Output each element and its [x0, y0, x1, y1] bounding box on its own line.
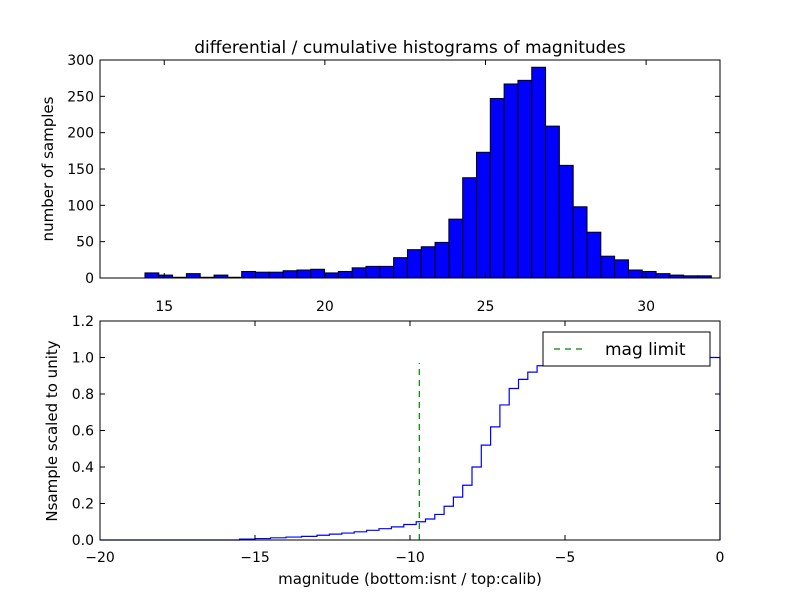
- histogram-y-axis-label: number of samples: [39, 96, 57, 241]
- y-tick-label: 50: [76, 235, 94, 251]
- histogram-panel: differential / cumulative histograms of …: [39, 38, 721, 315]
- histogram-bar: [517, 79, 533, 279]
- histogram-bar: [351, 267, 367, 279]
- y-tick-label: 0.0: [72, 533, 94, 549]
- cumulative-y-axis-label: Nsample scaled to unity: [43, 340, 61, 521]
- x-tick-label: 0: [716, 550, 725, 566]
- histogram-bar: [558, 164, 574, 279]
- y-tick-label: 150: [67, 162, 94, 178]
- histogram-bar: [379, 265, 395, 279]
- histogram-bar: [655, 273, 671, 279]
- histogram-y-ticks: 0 50 100 150 200 250 300: [67, 53, 720, 287]
- histogram-bar: [434, 241, 450, 279]
- histogram-bar: [144, 272, 160, 279]
- legend: mag limit: [542, 331, 711, 367]
- histogram-bar: [475, 151, 491, 279]
- histogram-bar: [641, 270, 657, 279]
- y-tick-label: 200: [67, 126, 94, 142]
- histogram-bar: [600, 255, 616, 279]
- histogram-bar: [365, 265, 381, 279]
- histogram-x-ticks: 15 20 25 30: [155, 60, 655, 315]
- x-tick-label: 15: [155, 299, 173, 315]
- histogram-bar: [282, 270, 298, 279]
- histogram-bar: [448, 218, 464, 279]
- x-tick-label: 20: [316, 299, 334, 315]
- histogram-bar: [586, 231, 602, 279]
- y-tick-label: 0: [85, 271, 94, 287]
- chart-title: differential / cumulative histograms of …: [194, 38, 626, 58]
- histogram-bar: [489, 98, 505, 279]
- legend-mag-limit-label: mag limit: [605, 340, 686, 360]
- cumulative-panel: 0.0 0.2 0.4 0.6 0.8 1.0 1.2 −20 −15 −10 −5 0 Nsamp…: [43, 314, 724, 588]
- histogram-bar: [324, 272, 339, 279]
- x-tick-label: −10: [395, 550, 425, 566]
- y-tick-label: 0.4: [72, 460, 94, 476]
- histogram-bar: [185, 273, 201, 279]
- y-tick-label: 1.0: [72, 351, 94, 367]
- y-tick-label: 300: [67, 53, 94, 69]
- histogram-bar: [545, 125, 560, 279]
- y-tick-label: 100: [67, 198, 94, 214]
- histogram-bar: [310, 268, 326, 279]
- histogram-bar: [241, 270, 256, 279]
- y-tick-label: 1.2: [72, 314, 94, 330]
- histogram-bar: [627, 269, 643, 279]
- x-tick-label: −15: [240, 550, 270, 566]
- histogram-bar: [406, 249, 422, 279]
- histogram-bar: [254, 271, 270, 279]
- y-tick-label: 0.6: [72, 424, 94, 440]
- histogram-bars: [144, 66, 712, 279]
- cumulative-x-axis-label: magnitude (bottom:isnt / top:calib): [278, 570, 542, 588]
- histogram-bar: [503, 83, 519, 279]
- y-tick-label: 250: [67, 89, 94, 105]
- histogram-bar: [296, 269, 312, 279]
- y-tick-label: 0.2: [72, 497, 94, 513]
- x-tick-label: −5: [555, 550, 576, 566]
- histogram-bar: [268, 271, 284, 279]
- cumulative-y-ticks: 0.0 0.2 0.4 0.6 0.8 1.0 1.2: [72, 314, 720, 549]
- histogram-bar: [393, 257, 408, 279]
- x-tick-label: 25: [477, 299, 495, 315]
- histogram-bar: [614, 259, 629, 279]
- histogram-bar: [420, 246, 436, 279]
- y-tick-label: 0.8: [72, 387, 94, 403]
- x-tick-label: −20: [85, 550, 115, 566]
- x-tick-label: 30: [637, 299, 655, 315]
- histogram-bar: [531, 66, 547, 279]
- histogram-bar: [462, 177, 477, 279]
- histogram-bar: [572, 206, 588, 279]
- cumulative-x-ticks: −20 −15 −10 −5 0: [85, 321, 724, 566]
- histogram-bar: [337, 270, 353, 279]
